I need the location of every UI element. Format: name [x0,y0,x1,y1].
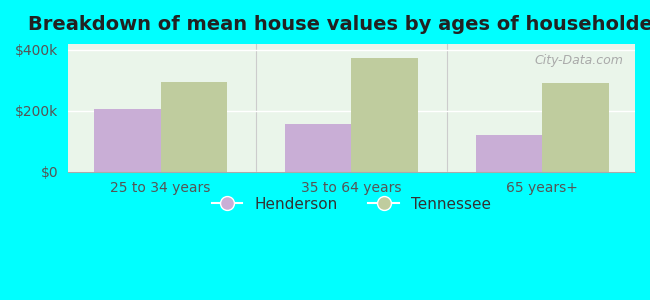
Bar [161,82,228,172]
Bar [542,83,609,172]
Bar [352,58,419,172]
Text: City-Data.com: City-Data.com [535,54,623,67]
Title: Breakdown of mean house values by ages of householders: Breakdown of mean house values by ages o… [29,15,650,34]
Legend: Henderson, Tennessee: Henderson, Tennessee [205,190,497,218]
Bar [476,135,542,172]
Bar [285,124,352,172]
Bar [94,109,161,172]
